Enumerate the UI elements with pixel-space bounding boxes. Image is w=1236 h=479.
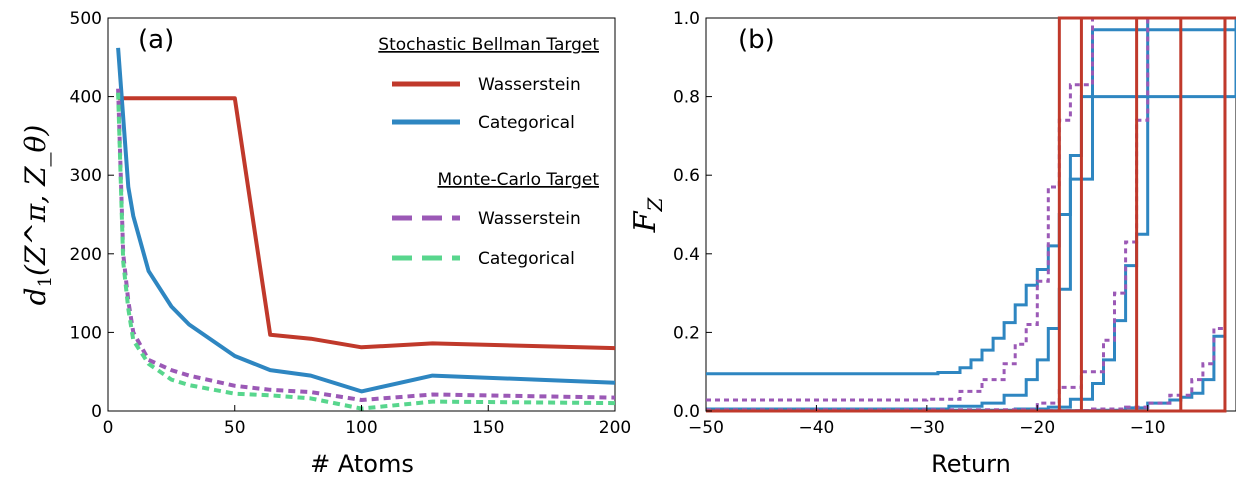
legend-label-bellman-categorical: Categorical [478,113,575,133]
series-line-0 [118,96,616,351]
y-tick-label: 0.6 [673,166,700,186]
cdf-series-10 [706,16,1236,413]
panel-b-x-ticks: −50 −40 −30 −20 −10 [688,405,1166,438]
legend-group-title-bellman: Stochastic Bellman Target [378,35,599,55]
y-axis-title-main-b: F [628,210,663,233]
y-tick-label: 0.2 [673,323,700,343]
y-tick-label: 0.8 [673,88,700,108]
cdf-series-4 [706,16,1236,402]
y-axis-title-sub: 1 [35,276,56,287]
y-tick-label: 300 [70,166,102,186]
panel-a-label: (a) [138,25,174,55]
panel-a: 0 50 100 150 200 0 100 200 300 400 500 (a) # Atom… [19,9,631,478]
y-tick-label: 0.0 [673,402,700,422]
y-tick-label: 0 [91,402,102,422]
svg-text:d1(Z^π, Z_θ): d1(Z^π, Z_θ) [19,125,56,306]
cdf-series-2 [706,16,1236,412]
x-tick-label: 0 [103,418,114,438]
panel-b-y-axis-title: FZ [628,197,667,234]
x-tick-label: −20 [1019,418,1055,438]
cdf-series-1 [706,18,1236,411]
cdf-series-6 [706,16,1236,413]
panel-b-frame [705,17,1236,412]
cdf-series-5 [706,16,1236,412]
y-tick-label: 100 [70,323,102,343]
panel-b-x-axis-title: Return [931,450,1011,478]
panel-b-y-ticks: 0.0 0.2 0.4 0.6 0.8 1.0 [673,9,712,422]
y-tick-label: 400 [70,88,102,108]
legend-label-mc-categorical: Categorical [478,249,575,269]
x-tick-label: −30 [909,418,945,438]
svg-text:FZ: FZ [628,197,667,234]
panel-a-y-axis-title: d1(Z^π, Z_θ) [19,125,56,306]
x-tick-label: −10 [1130,418,1166,438]
panel-b-plot-area [706,16,1236,413]
panel-a-x-ticks: 0 50 100 150 200 [103,405,631,438]
cdf-series-3 [706,16,1236,413]
panel-a-y-ticks: 0 100 200 300 400 500 [70,9,114,422]
panel-a-x-axis-title: # Atoms [310,450,414,478]
cdf-series-9 [706,16,1236,413]
x-tick-label: 100 [345,418,377,438]
legend-label-mc-wasserstein: Wasserstein [478,209,581,229]
series-line-2 [116,88,616,402]
legend: Stochastic Bellman Target Wasserstein Ca… [378,35,599,269]
y-tick-label: 1.0 [673,9,700,29]
legend-label-bellman-wasserstein: Wasserstein [478,75,581,95]
cdf-series-8 [706,16,1236,413]
x-tick-label: −50 [688,418,724,438]
y-axis-title-sub-b: Z [643,197,667,213]
x-tick-label: −40 [798,418,834,438]
legend-group-title-montecarlo: Monte-Carlo Target [438,170,600,190]
panel-b-label: (b) [738,25,775,55]
y-tick-label: 500 [70,9,102,29]
y-axis-title-args: (Z^π, Z_θ) [19,125,52,276]
x-tick-label: 150 [472,418,504,438]
cdf-series-11 [706,16,1236,413]
y-tick-label: 0.4 [673,245,700,265]
cdf-series-7 [706,16,1236,413]
x-tick-label: 200 [599,418,631,438]
panel-b: −50 −40 −30 −20 −10 0.0 0.2 0.4 0.6 0.8 1.0 (b) R… [628,9,1236,478]
y-axis-title-main: d [19,287,52,305]
cdf-series-0 [706,18,1236,376]
y-tick-label: 200 [70,245,102,265]
series-line-1 [116,47,616,394]
x-tick-label: 50 [224,418,246,438]
